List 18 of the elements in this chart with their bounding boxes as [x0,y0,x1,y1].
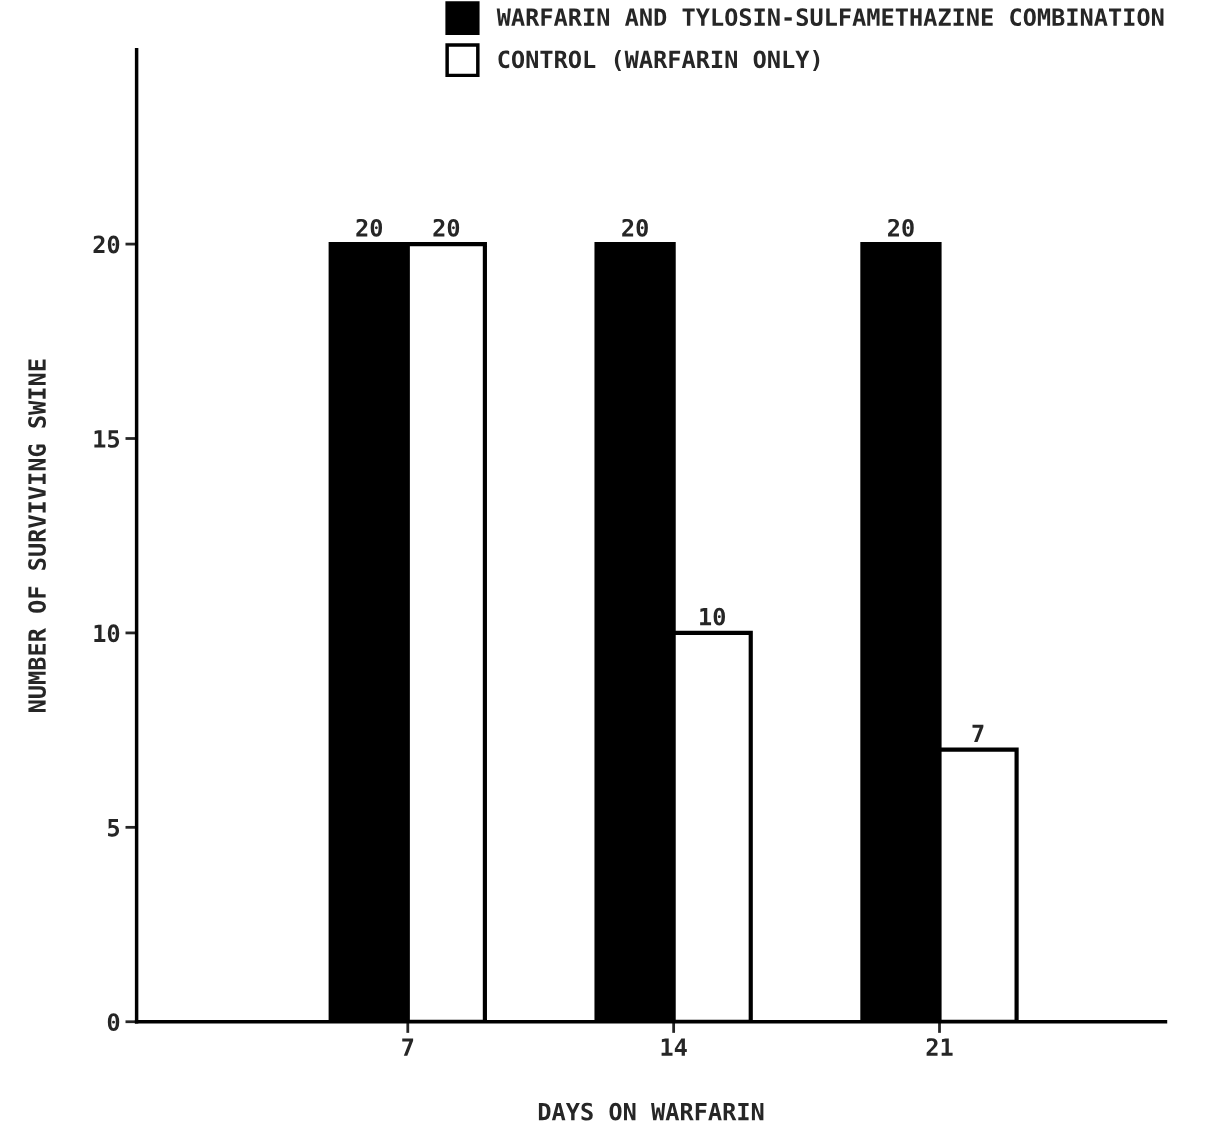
y-tick-label: 5 [108,819,120,837]
y-tick-label: 10 [94,624,120,643]
data-label: 20 [622,218,648,237]
x-tick-label: 14 [661,1038,687,1056]
y-axis-title: NUMBER OF SURVIVING SWINE [28,359,46,713]
data-label: 20 [433,218,460,237]
legend-label: CONTROL (WARFARIN ONLY) [498,50,820,72]
x-axis-title: DAYS ON WARFARIN [538,1102,764,1121]
data-label: 20 [356,218,383,237]
x-tick-label: 7 [402,1038,414,1056]
data-label: 20 [888,218,914,237]
y-tick-label: 15 [94,430,120,448]
x-tick-label: 21 [926,1038,953,1056]
y-tick-label: 0 [107,1013,120,1032]
data-label: 10 [700,607,725,626]
y-tick-label: 20 [93,235,120,254]
legend-label: WARFARIN AND TYLOSIN-SULFAMETHAZINE COMBINATION [496,8,1164,27]
data-label: 7 [972,724,984,742]
